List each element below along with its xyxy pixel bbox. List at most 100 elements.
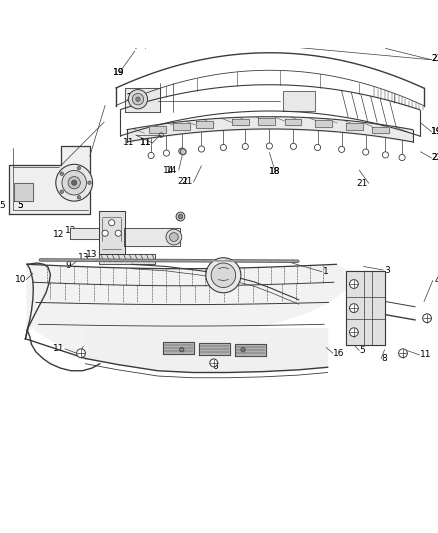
Text: 1: 1 [323,267,329,276]
Polygon shape [85,329,328,373]
Circle shape [210,359,218,367]
Text: 16: 16 [333,349,344,358]
Polygon shape [27,264,350,359]
Circle shape [382,152,389,158]
Polygon shape [283,91,315,111]
Text: 18: 18 [269,166,281,175]
Circle shape [62,171,86,195]
Text: 19: 19 [431,127,438,136]
Polygon shape [173,123,190,130]
Polygon shape [14,183,33,201]
Polygon shape [163,342,194,354]
Text: 22: 22 [431,154,438,163]
Text: 11: 11 [124,139,135,148]
Text: 19: 19 [431,127,438,136]
Polygon shape [232,119,249,125]
Text: 11: 11 [53,344,65,353]
Text: 18: 18 [269,166,281,175]
Polygon shape [315,120,332,127]
Text: 3: 3 [385,265,390,274]
Polygon shape [372,127,389,133]
Text: 2: 2 [78,349,84,358]
Circle shape [170,233,178,241]
Polygon shape [125,88,160,112]
Circle shape [180,348,184,352]
Circle shape [136,97,140,101]
Circle shape [350,328,358,336]
Circle shape [180,149,186,155]
Circle shape [132,93,144,105]
Polygon shape [346,271,385,345]
Circle shape [198,146,205,152]
Text: 11: 11 [140,139,151,148]
Text: 20: 20 [127,93,138,102]
Text: 9: 9 [65,261,71,270]
Text: 14: 14 [163,166,174,175]
Circle shape [211,263,236,287]
Text: 5: 5 [17,201,23,209]
Text: 10: 10 [15,275,26,284]
Circle shape [339,147,345,152]
Text: 5: 5 [359,346,365,355]
Circle shape [266,143,272,149]
Text: 11: 11 [420,351,431,359]
Text: 12: 12 [53,230,65,239]
Circle shape [423,314,431,322]
Text: 5: 5 [0,201,5,211]
Circle shape [128,90,148,109]
Circle shape [178,214,183,219]
Polygon shape [199,343,230,355]
Circle shape [350,280,358,288]
Text: 21: 21 [357,179,368,188]
Text: 22: 22 [431,154,438,163]
Text: 5: 5 [17,201,23,209]
Circle shape [179,148,185,154]
Text: 13: 13 [86,250,98,259]
Text: 14: 14 [166,166,177,175]
Text: 23: 23 [431,54,438,63]
Polygon shape [99,254,155,264]
Circle shape [399,349,407,358]
Circle shape [363,149,369,155]
Circle shape [60,190,64,193]
Circle shape [176,212,185,221]
Polygon shape [235,344,266,356]
Circle shape [350,304,358,312]
Text: 19: 19 [113,68,125,77]
Text: 11: 11 [140,139,151,148]
Circle shape [109,220,115,226]
Circle shape [166,229,182,245]
Text: 19: 19 [113,68,125,77]
Text: 23: 23 [431,54,438,63]
Text: 4: 4 [434,276,438,285]
Circle shape [88,181,91,184]
Text: 20: 20 [127,93,138,102]
Polygon shape [196,121,213,127]
Circle shape [115,230,121,236]
Circle shape [242,143,248,150]
Circle shape [290,143,297,149]
Polygon shape [9,146,90,214]
Circle shape [102,230,108,236]
Polygon shape [149,126,166,133]
Polygon shape [70,229,99,239]
Text: 6: 6 [212,362,219,371]
Polygon shape [258,118,275,125]
Circle shape [56,164,92,201]
Circle shape [399,155,405,160]
Text: 8: 8 [381,354,387,363]
Circle shape [77,349,85,358]
Circle shape [206,258,241,293]
Circle shape [314,144,321,150]
Circle shape [148,152,154,159]
Circle shape [71,180,77,185]
Circle shape [77,166,81,170]
Text: 13: 13 [78,253,89,262]
Text: 21: 21 [178,177,189,187]
Polygon shape [346,123,363,130]
Polygon shape [99,211,125,254]
Circle shape [68,176,80,189]
Polygon shape [285,119,301,125]
Text: 21: 21 [181,177,193,187]
Circle shape [163,150,170,156]
